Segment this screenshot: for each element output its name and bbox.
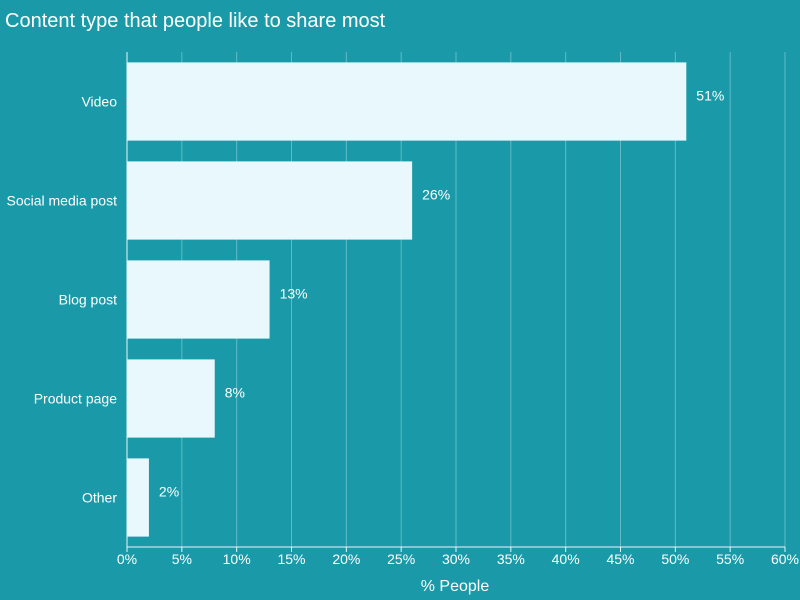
bar — [127, 62, 687, 141]
bars — [127, 62, 687, 537]
x-tick-label: 5% — [172, 551, 192, 567]
category-label: Social media post — [6, 193, 117, 209]
data-label: 8% — [225, 385, 245, 401]
x-tick-label: 30% — [442, 551, 470, 567]
x-tick-label: 40% — [552, 551, 580, 567]
x-tick-label: 15% — [277, 551, 305, 567]
category-label: Video — [81, 94, 117, 110]
category-label: Blog post — [59, 292, 117, 308]
x-tick-label: 45% — [606, 551, 634, 567]
data-label: 13% — [280, 286, 308, 302]
x-axis-title: % People — [421, 578, 490, 595]
data-label: 51% — [696, 88, 724, 104]
category-label: Other — [82, 490, 117, 506]
x-tick-label: 50% — [661, 551, 689, 567]
bar — [127, 359, 215, 438]
x-tick-label: 25% — [387, 551, 415, 567]
x-tick-label: 55% — [716, 551, 744, 567]
x-tick-label: 0% — [117, 551, 137, 567]
labels: 0% 5% 10% 15% 20% 25% 30% 35% 40% 45% 50% 55% 60% Vid… — [6, 88, 799, 568]
x-tick-label: 20% — [332, 551, 360, 567]
category-label: Product page — [34, 391, 117, 407]
data-label: 2% — [159, 484, 179, 500]
data-label: 26% — [422, 187, 450, 203]
bar — [127, 260, 270, 339]
axes — [126, 52, 786, 552]
x-tick-label: 60% — [771, 551, 799, 567]
bar — [127, 161, 413, 240]
x-tick-label: 10% — [223, 551, 251, 567]
chart-title: Content type that people like to share m… — [5, 10, 386, 32]
x-tick-label: 35% — [497, 551, 525, 567]
bar — [127, 458, 149, 537]
